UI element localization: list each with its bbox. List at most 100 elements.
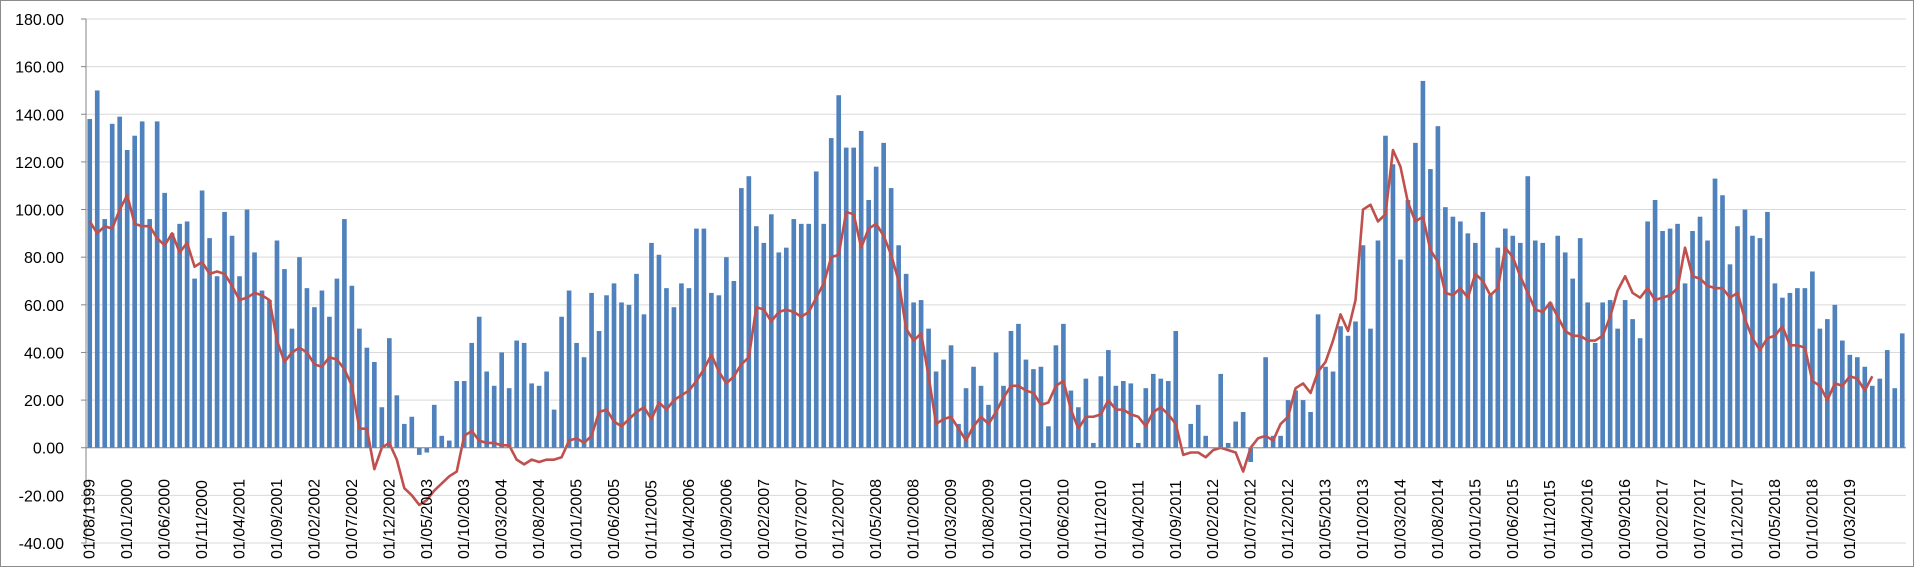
x-tick-label: 01/10/2008	[906, 479, 923, 559]
bar	[1091, 442, 1096, 448]
bar	[1795, 288, 1800, 448]
bar	[873, 166, 879, 448]
bar	[649, 242, 654, 448]
y-tick-label: 0.00	[33, 441, 64, 458]
bar	[589, 292, 594, 448]
bar	[1390, 164, 1396, 448]
bar	[754, 226, 759, 448]
bar	[1188, 423, 1194, 448]
bar	[1031, 369, 1036, 448]
bar	[1742, 209, 1748, 448]
bar	[551, 409, 557, 448]
bar	[1547, 302, 1553, 448]
x-tick-label: 01/09/2006	[718, 479, 735, 559]
bar	[1443, 207, 1448, 448]
bar	[454, 381, 460, 448]
bar	[1682, 283, 1688, 448]
bar	[229, 235, 235, 448]
bar	[1869, 385, 1875, 448]
bar	[1877, 378, 1883, 448]
bar	[102, 219, 108, 448]
bar	[1495, 247, 1501, 448]
bar	[199, 190, 205, 448]
bar	[768, 214, 774, 448]
bar	[836, 95, 842, 448]
bar	[1360, 245, 1366, 448]
bar	[1899, 333, 1905, 448]
bar	[184, 221, 190, 448]
bar	[1330, 371, 1336, 448]
x-tick-label: 01/04/2011	[1130, 480, 1147, 559]
x-tick-label: 01/03/2004	[494, 479, 511, 559]
y-tick-labels: -40.00 -20.00 0.00 20.00 40.00 60.00 80.00 100.…	[15, 12, 64, 553]
bar	[1525, 176, 1531, 448]
y-tick-label: 120.00	[15, 155, 64, 172]
bar	[686, 288, 692, 448]
bar	[641, 314, 647, 448]
bar	[619, 302, 624, 448]
bar	[349, 285, 355, 448]
x-tick-label: 01/08/2004	[531, 479, 548, 559]
bar	[1810, 271, 1815, 448]
bar	[776, 252, 782, 448]
bar	[372, 361, 377, 448]
bar	[1570, 278, 1576, 448]
bar	[821, 223, 827, 448]
bar	[439, 435, 445, 448]
bar	[1368, 328, 1373, 448]
bar	[87, 119, 93, 448]
bar	[634, 273, 639, 448]
bar	[1068, 390, 1074, 448]
x-tick-label: 01/03/2019	[1842, 479, 1859, 559]
bar	[416, 447, 422, 455]
bar	[1637, 338, 1643, 448]
bar	[387, 338, 392, 448]
bar	[1405, 200, 1411, 448]
x-tick-label: 01/03/2014	[1392, 479, 1409, 559]
bar	[529, 383, 534, 448]
bar	[1720, 195, 1725, 448]
y-tick-label: 80.00	[24, 250, 64, 267]
bar	[1540, 242, 1546, 448]
bar	[379, 407, 385, 448]
x-tick-label: 01/11/2015	[1542, 480, 1559, 559]
bar-series	[87, 80, 1905, 463]
bar	[1158, 378, 1164, 448]
bar	[858, 130, 864, 448]
bar	[1315, 314, 1321, 448]
bar	[1630, 319, 1635, 448]
bar	[1840, 340, 1845, 448]
bar	[656, 254, 662, 448]
bar	[1135, 442, 1141, 448]
bar	[469, 342, 475, 448]
bar	[888, 188, 894, 448]
bar	[1765, 211, 1770, 448]
bar	[364, 347, 370, 448]
bar	[941, 359, 946, 448]
bar	[1600, 302, 1605, 448]
x-tick-label: 01/10/2003	[456, 479, 473, 559]
bar	[1510, 235, 1516, 448]
bar	[162, 192, 167, 448]
bar	[851, 147, 857, 448]
bar	[761, 242, 767, 448]
bar	[731, 281, 737, 448]
x-tick-label: 01/05/2003	[419, 479, 436, 559]
x-tick-label: 01/04/2006	[681, 479, 698, 559]
y-tick-label: 140.00	[15, 107, 64, 124]
bar	[1218, 373, 1224, 448]
y-tick-label: 100.00	[15, 203, 64, 220]
bar	[237, 276, 242, 448]
bar	[843, 147, 849, 448]
bar	[1383, 135, 1388, 448]
x-tick-label: 01/12/2012	[1280, 479, 1297, 559]
bar	[1502, 228, 1508, 448]
bar	[1847, 354, 1853, 448]
bar	[746, 176, 752, 448]
y-tick-label: 180.00	[15, 12, 64, 29]
bar	[124, 150, 130, 448]
bar	[1375, 240, 1381, 448]
bar	[963, 388, 969, 448]
bar	[806, 223, 812, 448]
